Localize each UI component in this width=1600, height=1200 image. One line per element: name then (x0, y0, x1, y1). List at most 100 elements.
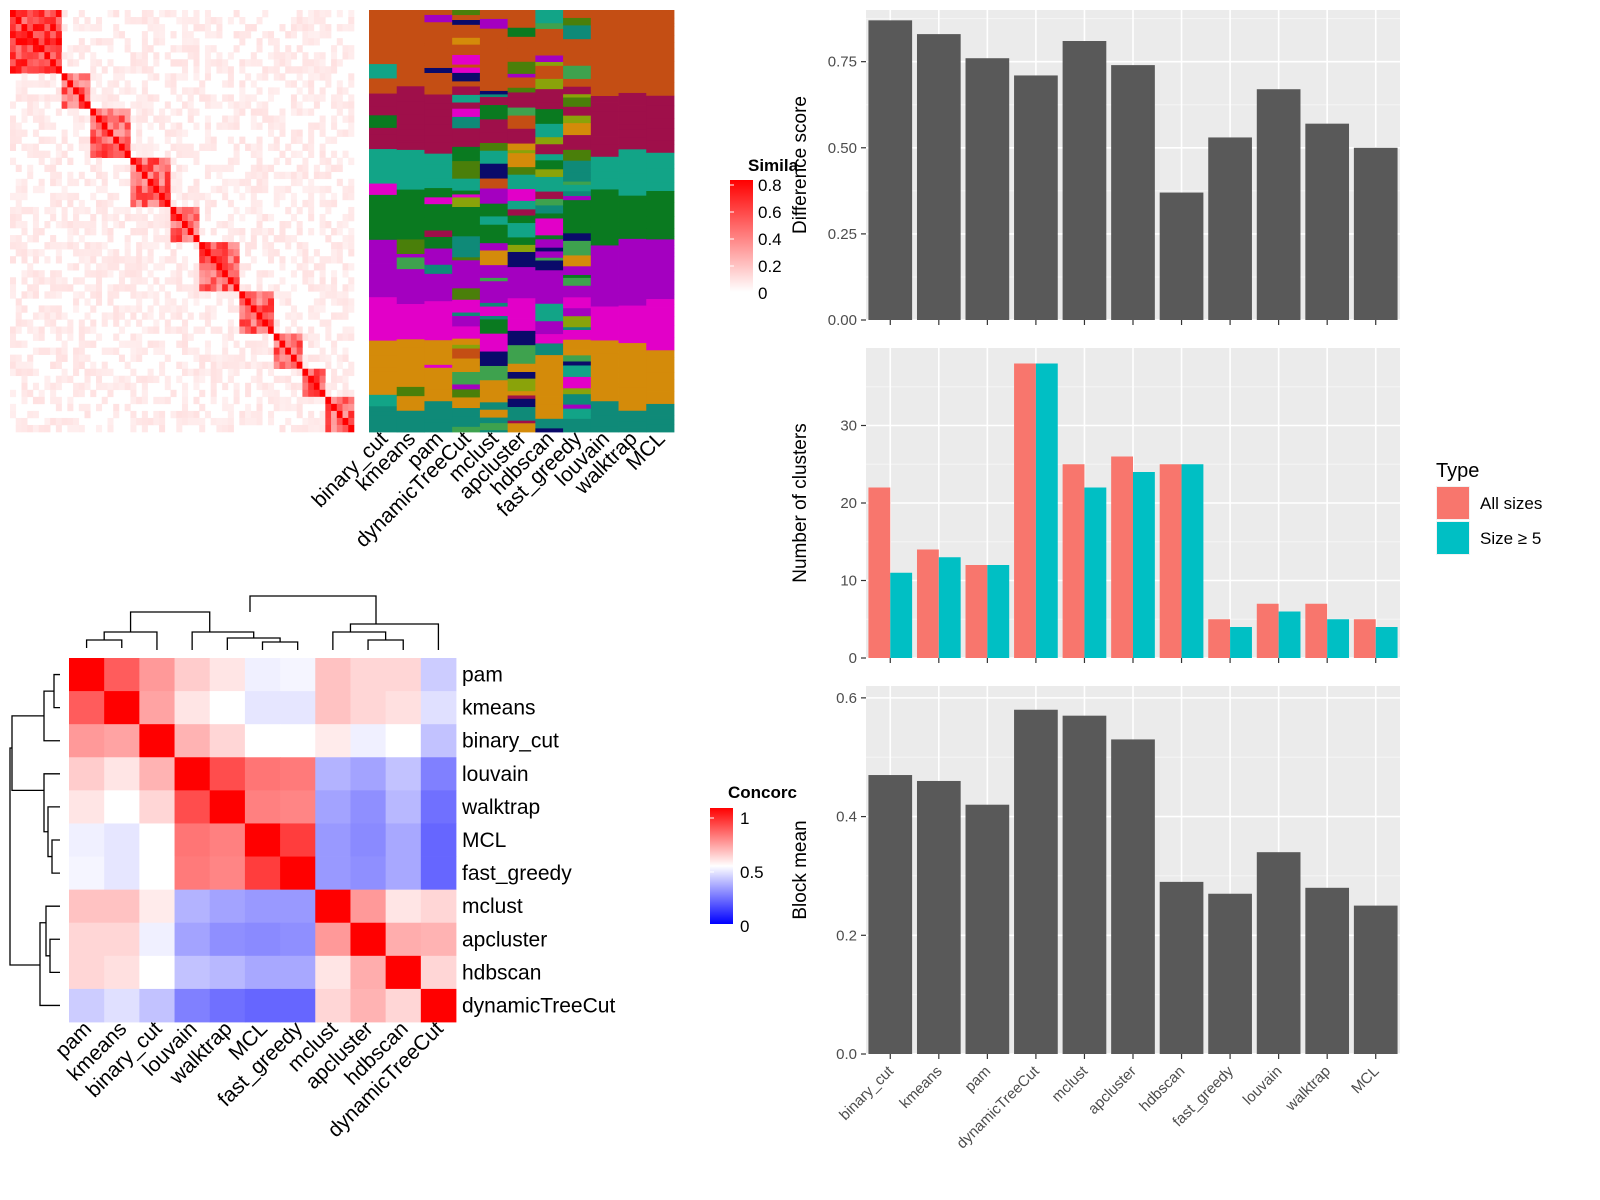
similarity-cell (164, 291, 171, 299)
similarity-cell (245, 24, 252, 32)
similarity-cell (15, 340, 22, 348)
similarity-cell (50, 382, 57, 391)
similarity-cell (250, 115, 257, 123)
similarity-cell (141, 178, 148, 187)
similarity-cell (96, 298, 103, 306)
assignment-cell (563, 184, 592, 192)
assignment-cell (535, 102, 564, 110)
similarity-cell (331, 410, 338, 419)
similarity-cell (199, 228, 206, 236)
similarity-cell (302, 354, 309, 362)
similarity-cell (21, 291, 28, 299)
similarity-cell (336, 38, 343, 46)
similarity-cell (296, 101, 303, 109)
similarity-cell (50, 326, 57, 334)
similarity-cell (38, 108, 45, 116)
assignment-cell (479, 163, 509, 176)
similarity-cell (141, 312, 148, 320)
concordance-row-label: fast_greedy (462, 862, 572, 885)
similarity-cell (308, 417, 315, 426)
similarity-cell (10, 368, 17, 377)
assignment-cell (507, 61, 536, 75)
similarity-cell (170, 143, 177, 151)
assignment-cell (369, 288, 398, 293)
similarity-cell (262, 66, 269, 74)
similarity-cell (164, 164, 171, 173)
similarity-cell (216, 59, 223, 67)
similarity-cell (199, 277, 206, 285)
similarity-cell (239, 178, 246, 187)
similarity-cell (348, 389, 355, 398)
similarity-cell (216, 249, 223, 257)
similarity-cell (78, 354, 85, 362)
assignment-cell (424, 204, 453, 218)
similarity-cell (319, 94, 326, 102)
similarity-cell (27, 171, 34, 180)
similarity-cell (55, 150, 62, 158)
assignment-cell (424, 43, 453, 47)
similarity-cell (239, 270, 246, 278)
assignment-cell (563, 160, 592, 174)
similarity-cell (319, 129, 326, 137)
similarity-cell (15, 178, 22, 187)
assignment-cell (535, 137, 564, 145)
similarity-cell (210, 284, 217, 292)
concordance-cell (69, 856, 105, 891)
similarity-cell (182, 87, 189, 95)
similarity-cell (222, 361, 229, 369)
similarity-cell (170, 45, 177, 53)
similarity-cell (348, 108, 355, 116)
concordance-row-label: walktrap (461, 796, 540, 819)
similarity-cell (136, 417, 143, 426)
similarity-cell (268, 382, 275, 391)
similarity-cell (319, 10, 326, 18)
similarity-cell (325, 417, 332, 426)
similarity-cell (250, 80, 257, 88)
assignment-cell (424, 73, 453, 86)
assignment-cell (563, 135, 592, 151)
similarity-cell (187, 150, 194, 158)
assignment-cell (563, 430, 592, 433)
similarity-cell (336, 59, 343, 67)
assignment-cell (507, 352, 536, 365)
similarity-cell (96, 59, 103, 67)
similarity-cell (245, 319, 252, 327)
y-axis-label: Number of clusters (790, 423, 811, 582)
similarity-cell (227, 199, 234, 208)
similarity-cell (130, 396, 137, 405)
assignment-cell (590, 218, 619, 228)
similarity-cell (78, 424, 85, 433)
similarity-cell (222, 249, 229, 257)
similarity-cell (78, 101, 85, 109)
similarity-cell (10, 340, 17, 348)
similarity-cell (176, 192, 183, 201)
similarity-cell (73, 17, 80, 25)
similarity-cell (204, 242, 211, 250)
similarity-cell (222, 221, 229, 229)
similarity-cell (313, 52, 320, 60)
bar-all-sizes (1353, 619, 1376, 658)
similarity-cell (90, 340, 97, 348)
similarity-cell (96, 382, 103, 391)
similarity-cell (136, 150, 143, 158)
similarity-cell (319, 410, 326, 419)
similarity-cell (10, 66, 17, 74)
similarity-cell (21, 115, 28, 123)
similarity-cell (193, 375, 200, 384)
similarity-cell (273, 354, 280, 362)
similarity-cell (159, 221, 166, 229)
similarity-cell (55, 424, 62, 433)
similarity-cell (32, 228, 39, 236)
similarity-cell (147, 417, 154, 426)
similarity-cell (302, 256, 309, 264)
similarity-cell (279, 185, 286, 194)
assignment-cell (590, 102, 619, 112)
similarity-cell (32, 101, 39, 109)
similarity-cell (44, 375, 51, 384)
similarity-cell (10, 31, 17, 39)
concordance-cell (139, 889, 175, 924)
assignment-cell (452, 312, 481, 317)
similarity-cell (193, 185, 200, 194)
similarity-cell (96, 185, 103, 194)
column-dendrogram-branch (261, 641, 299, 650)
